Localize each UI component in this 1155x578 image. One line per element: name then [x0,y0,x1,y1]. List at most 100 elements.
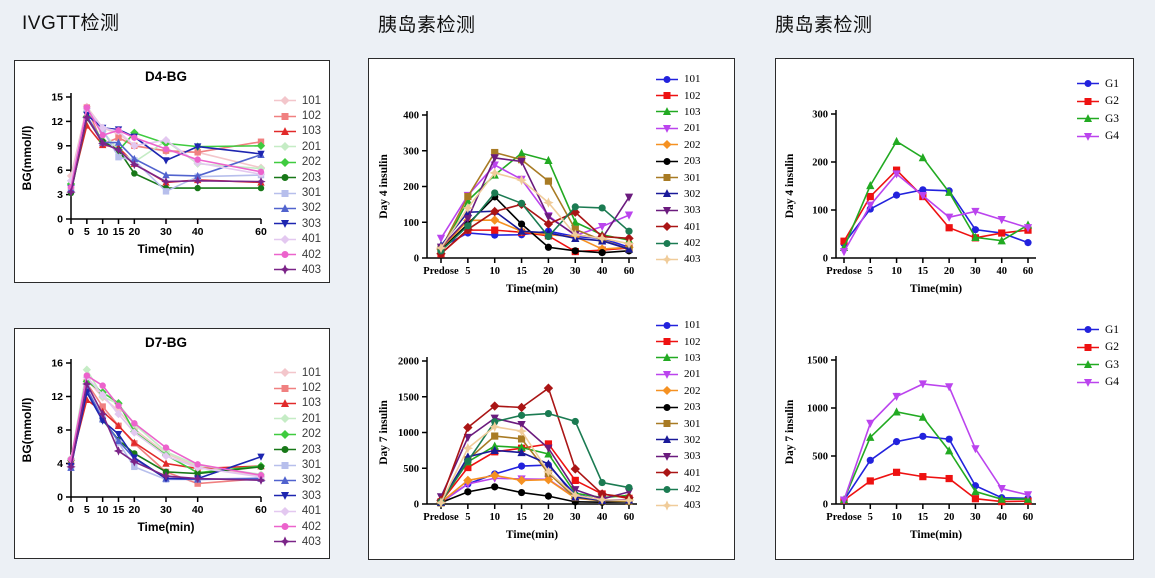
triangle-marker-icon [273,127,296,135]
square-marker-icon [1077,343,1099,351]
legend-label: 201 [684,368,701,381]
axes [422,111,637,263]
triangle-marker-icon [273,399,296,407]
triangle-down-marker-icon [656,452,678,461]
series-G3 [839,407,1033,504]
legend-day7-insulin-group: G1 G2 G3 G4 [1076,321,1119,391]
legend-label: 402 [301,248,321,261]
triangle-marker-icon [656,353,678,362]
triangle-marker-icon [273,476,296,484]
chart-title: D7-BG [145,335,187,350]
legend-item-102: 102 [655,87,701,103]
legend-item-201: 201 [273,411,321,426]
y-axis-title: BG(mmol/l) [20,126,34,191]
legend-item-401: 401 [273,504,321,519]
x-tick-label: 5 [465,512,470,523]
y-tick-label: 15 [51,92,63,104]
legend-item-301: 301 [273,185,321,200]
legend-item-G3: G3 [1076,110,1119,128]
y-tick-label: 12 [51,116,63,128]
y-tick-label: 300 [812,110,828,121]
x-axis-title: Time(min) [137,520,194,534]
x-tick-label: 10 [97,226,109,238]
diamond-marker-icon [273,142,296,152]
legend-item-101: 101 [655,71,701,87]
series-G4 [839,170,1033,257]
diamond-marker-icon [656,222,678,232]
legend-label: 302 [684,433,701,446]
panel-insulin-individual: 0 100 200 300 400 Predose 5 10 15 20 30 40 60 Time(mi… [368,58,735,560]
triangle-down-marker-icon [273,220,296,229]
legend-label: 301 [684,417,701,430]
x-tick-label: 5 [868,512,873,523]
y-axis-title: Day 7 insulin [784,399,796,464]
x-tick-label: 15 [516,512,527,523]
section-title-insulin-individual: 胰岛素检测 [378,15,476,36]
legend-day4-insulin-individual: 101 102 103 201 202 203 301 302 303 401 402 403 [655,71,701,268]
legend-label: 302 [684,187,701,200]
y-tick-label: 0 [823,500,828,511]
square-marker-icon [273,189,296,197]
legend-label: 102 [684,89,701,102]
legend-item-401: 401 [655,465,701,481]
legend-item-G2: G2 [1076,93,1119,111]
legend-item-203: 203 [273,442,321,457]
y-tick-label: 9 [57,140,63,152]
triangle-marker-icon [656,435,678,444]
diamond-marker-icon [273,96,296,106]
legend-label: 202 [301,156,321,169]
axes [66,93,262,224]
circle-marker-icon [273,251,296,259]
y-tick-label: 0 [57,492,63,504]
legend-label: 103 [684,351,701,364]
legend-d4-bg: 101 102 103 201 202 203 301 302 303 401 402 403 [273,93,321,278]
legend-item-201: 201 [655,366,701,382]
legend-label: 101 [301,94,321,107]
series-403 [435,421,635,508]
legend-label: 402 [684,237,701,250]
legend-label: 102 [301,110,321,123]
legend-item-102: 102 [273,380,321,395]
legend-item-202: 202 [655,137,701,153]
series-402 [67,104,265,191]
diamond-marker-icon [656,468,678,478]
legend-label: 101 [684,73,701,86]
y-tick-label: 200 [403,182,419,193]
y-tick-label: 3 [57,189,63,201]
legend-label: 301 [301,187,321,200]
legend-item-203: 203 [655,399,701,415]
y-axis-title: Day 4 insulin [378,154,390,219]
y-tick-label: 0 [414,254,419,265]
x-axis-title: Time(min) [506,529,558,541]
y-tick-label: 400 [403,111,419,122]
y-tick-label: 200 [812,158,828,169]
axis-labels: 0 500 1000 1500 2000 Predose 5 10 15 20 30 40 60 Time… [378,357,634,542]
x-tick-label: 30 [570,266,581,277]
legend-label: 302 [301,202,321,215]
legend-item-101: 101 [273,365,321,380]
x-tick-label: 40 [996,512,1007,523]
triangle-marker-icon [1077,360,1099,369]
y-tick-label: 4 [57,458,63,470]
square-marker-icon [273,112,296,120]
legend-label: 403 [684,253,701,266]
legend-item-303: 303 [655,202,701,218]
legend-item-302: 302 [273,473,321,488]
chart-day4-insulin-group: 0 100 200 300 Predose 5 10 15 20 30 40 60 Time(min) D… [784,110,1036,295]
legend-label: G3 [1105,112,1120,125]
x-tick-label: 15 [918,266,929,277]
triangle-down-marker-icon [1077,378,1099,387]
x-axis-title: Time(min) [910,283,962,295]
legend-label: 301 [684,171,701,184]
circle-marker-icon [656,75,678,83]
legend-item-103: 103 [273,124,321,139]
x-tick-label: 40 [192,504,204,516]
legend-item-402: 402 [655,481,701,497]
diamond-marker-icon [273,414,296,424]
star-marker-icon [656,500,678,511]
square-marker-icon [656,338,678,346]
triangle-down-marker-icon [656,206,678,215]
series-402 [437,409,633,506]
legend-item-101: 101 [655,317,701,333]
